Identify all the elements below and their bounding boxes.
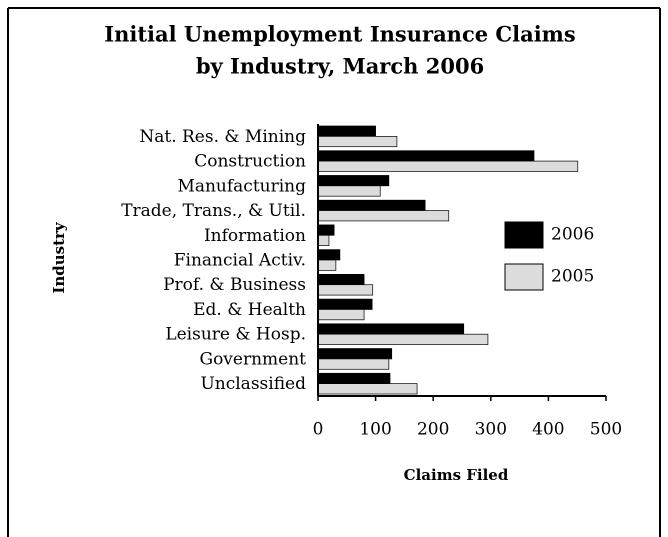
chart-title: by Industry, March 2006 <box>196 54 484 79</box>
bar <box>317 199 426 211</box>
bar <box>317 284 374 296</box>
bar <box>317 175 390 187</box>
x-tick-label: 100 <box>359 420 391 440</box>
y-tick-label: Prof. & Business <box>163 275 306 295</box>
y-tick-label: Financial Activ. <box>174 251 306 271</box>
bar <box>317 210 450 222</box>
bar <box>317 259 337 271</box>
bar <box>317 185 381 197</box>
bar <box>317 309 365 321</box>
bar <box>317 234 330 246</box>
bar <box>317 160 579 172</box>
bar <box>317 274 365 286</box>
bar <box>317 249 341 261</box>
x-tick-label: 400 <box>532 420 564 440</box>
chart-title: Initial Unemployment Insurance Claims <box>104 22 575 47</box>
y-tick-label: Trade, Trans., & Util. <box>121 201 306 221</box>
bar <box>317 333 489 345</box>
x-tick-label: 0 <box>313 420 324 440</box>
bar <box>317 136 398 148</box>
legend-swatch <box>504 263 544 291</box>
x-tick-label: 500 <box>590 420 622 440</box>
bar <box>317 224 335 236</box>
y-tick-label: Unclassified <box>200 374 306 394</box>
y-tick-label: Government <box>199 349 306 369</box>
y-tick-label: Leisure & Hosp. <box>165 325 306 345</box>
x-tick-label: 200 <box>417 420 449 440</box>
x-tick-label: 300 <box>475 420 507 440</box>
bar <box>317 150 535 162</box>
x-axis-title: Claims Filed <box>404 466 509 484</box>
y-axis-title: Industry <box>50 221 68 294</box>
bar <box>317 383 418 395</box>
legend-swatch <box>504 221 544 249</box>
y-tick-label: Ed. & Health <box>193 300 306 320</box>
y-tick-label: Construction <box>194 152 306 172</box>
legend-label: 2005 <box>551 267 594 287</box>
bar <box>317 298 373 310</box>
bar <box>317 372 391 384</box>
bar <box>317 348 393 360</box>
y-tick-label: Manufacturing <box>177 176 306 196</box>
y-tick-label: Nat. Res. & Mining <box>139 127 306 147</box>
bar <box>317 125 376 137</box>
y-tick-label: Information <box>204 226 306 246</box>
bar <box>317 323 465 335</box>
bar <box>317 358 390 370</box>
legend-label: 2006 <box>551 225 594 245</box>
